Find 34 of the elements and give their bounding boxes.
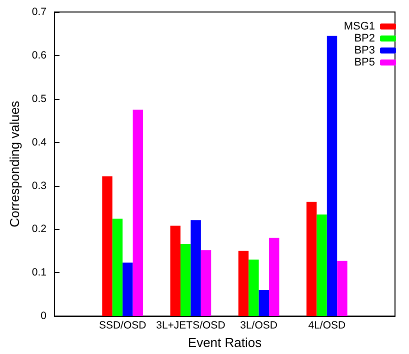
y-tick-label: 0.1 bbox=[32, 266, 47, 279]
bar bbox=[248, 260, 259, 316]
bar bbox=[238, 250, 249, 316]
bar bbox=[122, 262, 133, 316]
y-axis-title: Corresponding values bbox=[7, 100, 22, 228]
x-tick-label: 3L+JETS/OSD bbox=[156, 320, 226, 332]
y-tick-label: 0 bbox=[40, 310, 47, 322]
legend-label: BP3 bbox=[354, 44, 375, 56]
y-tick-label: 0.6 bbox=[32, 49, 47, 62]
bar bbox=[326, 36, 338, 316]
y-tick-label: 0.2 bbox=[32, 223, 47, 236]
y-tick-label: 0.5 bbox=[32, 92, 47, 105]
x-axis-title: Event Ratios bbox=[188, 335, 262, 350]
bar bbox=[258, 290, 270, 316]
x-tick-label: SSD/OSD bbox=[98, 320, 147, 332]
bar bbox=[190, 220, 201, 316]
y-tick-label: 0.7 bbox=[32, 6, 47, 18]
legend-label: BP5 bbox=[354, 56, 375, 68]
bar bbox=[102, 176, 112, 316]
bar bbox=[132, 110, 144, 316]
bar bbox=[180, 244, 191, 316]
x-tick-label: 3L/OSD bbox=[240, 320, 278, 332]
bar bbox=[337, 260, 348, 316]
legend-label: BP2 bbox=[354, 32, 375, 44]
bar bbox=[112, 218, 123, 316]
x-tick-label: 4L/OSD bbox=[308, 320, 346, 332]
legend-label: MSG1 bbox=[344, 20, 375, 32]
bar bbox=[170, 226, 180, 316]
bar bbox=[269, 238, 280, 316]
bar bbox=[316, 214, 327, 316]
bar bbox=[200, 250, 212, 316]
y-tick-label: 0.4 bbox=[32, 136, 47, 148]
y-tick-label: 0.3 bbox=[32, 180, 47, 192]
bar bbox=[306, 202, 317, 316]
